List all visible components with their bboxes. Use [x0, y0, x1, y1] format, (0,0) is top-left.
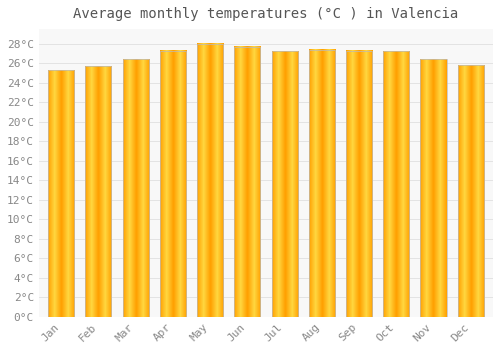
Bar [272, 51, 297, 317]
Bar [346, 50, 372, 317]
Bar [234, 47, 260, 317]
Bar [383, 51, 409, 317]
Bar [122, 59, 148, 317]
Title: Average monthly temperatures (°C ) in Valencia: Average monthly temperatures (°C ) in Va… [74, 7, 458, 21]
Bar [48, 70, 74, 317]
Bar [420, 59, 446, 317]
Bar [160, 50, 186, 317]
Bar [197, 44, 223, 317]
Bar [86, 66, 112, 317]
Bar [308, 50, 335, 317]
Bar [458, 65, 483, 317]
